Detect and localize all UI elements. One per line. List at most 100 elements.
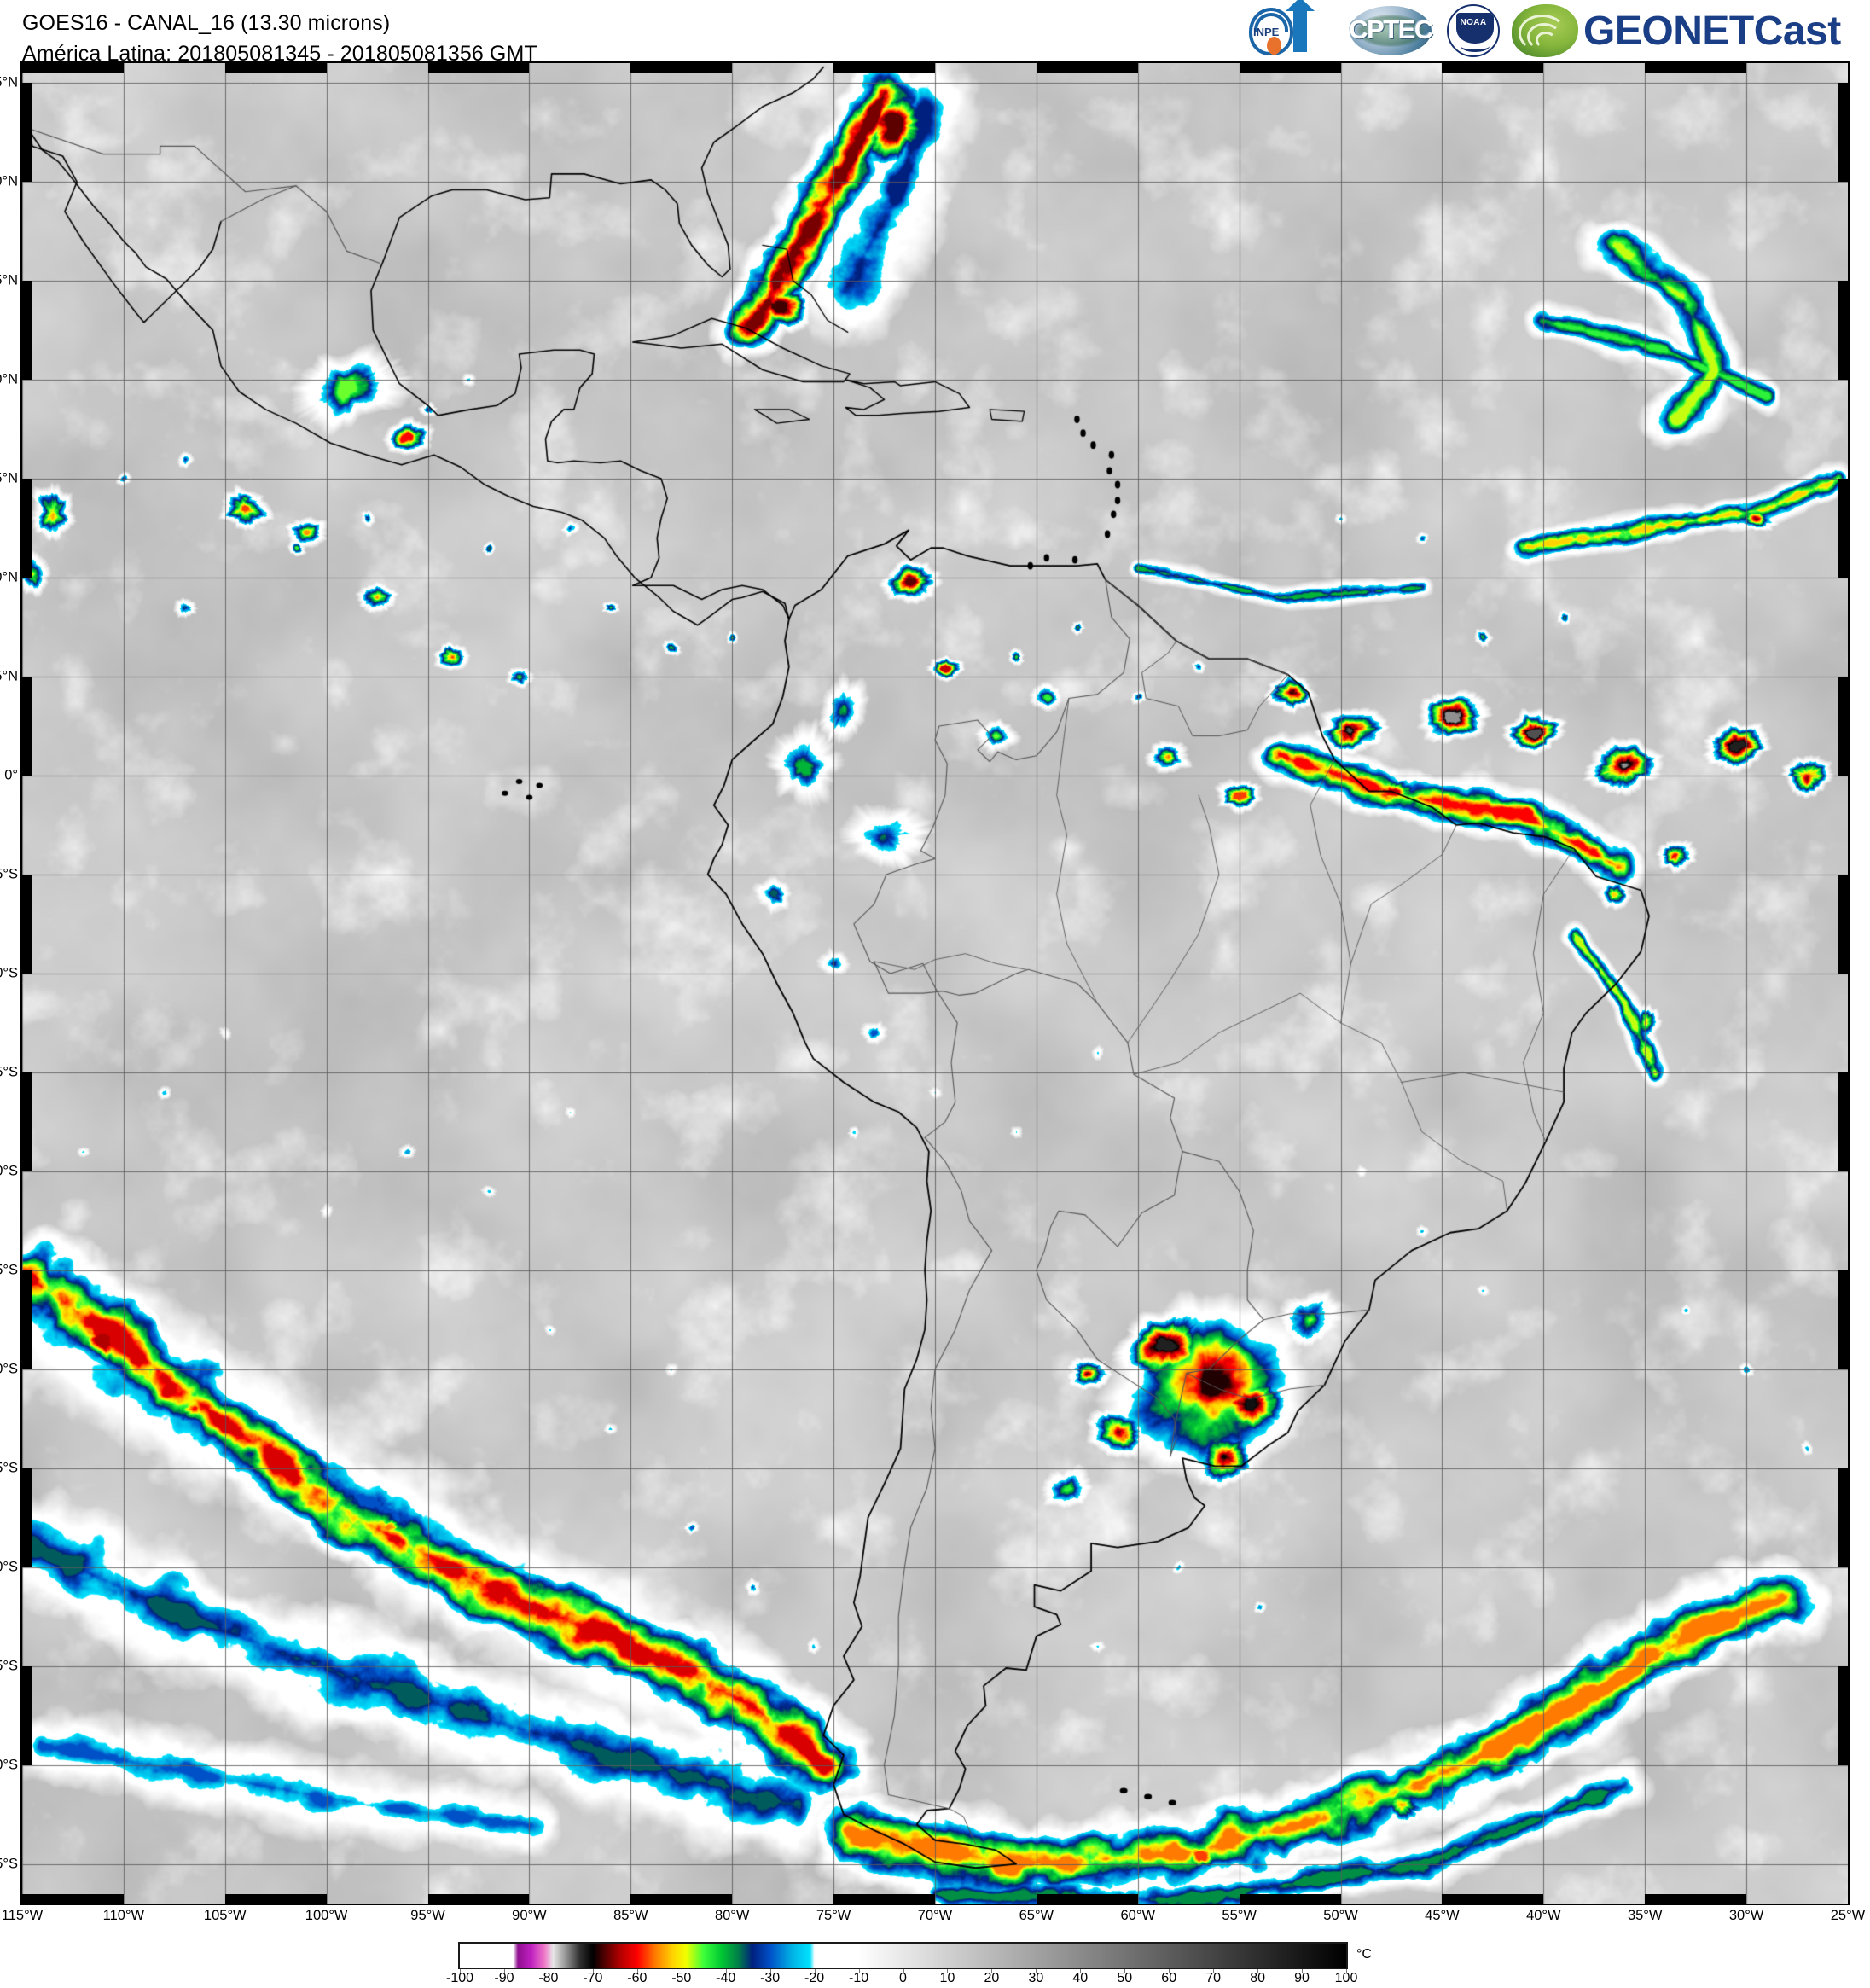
longitude-tick-label: 30°W <box>1728 1908 1764 1923</box>
colorbar-tick <box>725 1969 727 1973</box>
longitude-tick-label: 60°W <box>1120 1908 1156 1923</box>
latitude-tick-segment-left <box>22 1072 32 1171</box>
colorbar-tick-label: 60 <box>1161 1971 1177 1985</box>
longitude-axis: 115°W 110°W 105°W 100°W 95°W 90°W 85°W 80°W 75°W… <box>0 1908 1870 1932</box>
latitude-tick-label: 25°N <box>0 272 18 288</box>
longitude-tick-segment-bottom <box>630 1894 733 1904</box>
geonetcast-logo-label: GEONETCast <box>1583 8 1841 54</box>
longitude-tick-label: 110°W <box>102 1908 145 1923</box>
colorbar-tick-label: 50 <box>1117 1971 1133 1985</box>
colorbar-tick-label: 80 <box>1250 1971 1265 1985</box>
colorbar-tick-label: -10 <box>848 1971 869 1985</box>
latitude-tick-segment-left <box>22 1468 32 1567</box>
latitude-tick-segment-left <box>22 677 32 776</box>
noaa-logo: NOAA <box>1445 3 1501 59</box>
latitude-tick-segment-right <box>1838 1468 1848 1567</box>
longitude-tick-label: 85°W <box>613 1908 648 1923</box>
latitude-tick-label: 40°S <box>0 1559 18 1575</box>
longitude-tick-segment-bottom <box>833 1894 935 1904</box>
latitude-tick-label: 45°S <box>0 1658 18 1674</box>
satellite-map-plot <box>20 61 1850 1905</box>
latitude-tick-segment-right <box>1838 677 1848 776</box>
longitude-tick-segment-bottom <box>1645 1894 1747 1904</box>
colorbar-tick-label: -80 <box>538 1971 559 1985</box>
latitude-tick-label: 5°N <box>0 668 18 684</box>
colorbar-tick-label: 30 <box>1028 1971 1044 1985</box>
longitude-tick-segment-top <box>1442 63 1544 73</box>
longitude-tick-label: 95°W <box>410 1908 445 1923</box>
colorbar-tick-label: -20 <box>804 1971 825 1985</box>
colorbar-tick-label: -90 <box>494 1971 514 1985</box>
longitude-tick-segment-top <box>1036 63 1138 73</box>
longitude-tick-segment-top <box>1645 63 1747 73</box>
colorbar-tick <box>1213 1969 1215 1973</box>
colorbar-tick <box>1036 1969 1037 1973</box>
inpe-dot-icon <box>1267 37 1281 55</box>
latitude-tick-segment-left <box>22 83 32 183</box>
colorbar-tick <box>769 1969 771 1973</box>
colorbar-tick-label: 0 <box>899 1971 907 1985</box>
latitude-tick-label: 5°S <box>0 866 18 882</box>
longitude-tick-label: 40°W <box>1526 1908 1561 1923</box>
latitude-tick-segment-left <box>22 479 32 578</box>
longitude-tick-segment-bottom <box>1442 1894 1544 1904</box>
colorbar-tick-label: 40 <box>1072 1971 1089 1985</box>
latitude-tick-label: 15°S <box>0 1064 18 1080</box>
latitude-tick-label: 30°N <box>0 173 18 189</box>
longitude-tick-label: 115°W <box>1 1908 44 1923</box>
colorbar-tick <box>460 1969 461 1973</box>
colorbar-tick-label: 90 <box>1294 1971 1310 1985</box>
latitude-tick-label: 10°N <box>0 569 18 585</box>
latitude-tick-segment-left <box>22 1270 32 1369</box>
latitude-tick-segment-left <box>22 1665 32 1765</box>
logo-strip: INPE CPTEC NOAA GEONETCast <box>1244 0 1863 60</box>
longitude-tick-label: 55°W <box>1222 1908 1257 1923</box>
longitude-tick-label: 70°W <box>917 1908 953 1923</box>
colorbar-tick <box>1080 1969 1082 1973</box>
colorbar-tick <box>991 1969 993 1973</box>
colorbar-gradient <box>460 1944 1346 1968</box>
latitude-tick-segment-left <box>22 281 32 381</box>
noaa-logo-label: NOAA <box>1460 18 1487 27</box>
header: GOES16 - CANAL_16 (13.30 microns) Améric… <box>0 0 1870 66</box>
colorbar-tick <box>1169 1969 1170 1973</box>
longitude-tick-segment-top <box>22 63 124 73</box>
latitude-tick-label: 35°N <box>0 74 18 90</box>
colorbar-tick <box>947 1969 949 1973</box>
colorbar-tick <box>1346 1969 1347 1973</box>
geonetcast-leaf-icon <box>1512 4 1578 57</box>
colorbar-tick-label: -60 <box>627 1971 648 1985</box>
latitude-tick-segment-right <box>1838 479 1848 578</box>
noaa-oval-icon <box>1447 4 1500 57</box>
longitude-tick-label: 25°W <box>1830 1908 1866 1923</box>
colorbar-tick-label: -30 <box>760 1971 781 1985</box>
colorbar-tick <box>592 1969 594 1973</box>
colorbar-tick <box>503 1969 505 1973</box>
latitude-tick-segment-left <box>22 874 32 974</box>
longitude-tick-label: 100°W <box>305 1908 348 1923</box>
colorbar-tick <box>636 1969 638 1973</box>
latitude-tick-segment-right <box>1838 874 1848 974</box>
latitude-tick-label: 20°S <box>0 1163 18 1179</box>
cptec-globe-icon <box>1350 6 1432 55</box>
longitude-tick-label: 90°W <box>512 1908 547 1923</box>
colorbar-tick-label: 10 <box>939 1971 955 1985</box>
colorbar-tick-label: 100 <box>1334 1971 1358 1985</box>
inpe-logo-label: INPE <box>1253 26 1280 38</box>
colorbar-tick-label: 70 <box>1205 1971 1222 1985</box>
temperature-colorbar <box>458 1942 1348 1969</box>
latitude-tick-segment-right <box>1838 281 1848 381</box>
colorbar-unit-label: °C <box>1356 1947 1372 1962</box>
longitude-tick-segment-bottom <box>1036 1894 1138 1904</box>
longitude-tick-segment-bottom <box>427 1894 530 1904</box>
latitude-tick-label: 50°S <box>0 1757 18 1773</box>
longitude-tick-segment-top <box>427 63 530 73</box>
longitude-tick-label: 75°W <box>816 1908 851 1923</box>
latitude-tick-label: 35°S <box>0 1460 18 1476</box>
colorbar-tick <box>1302 1969 1304 1973</box>
title-block: GOES16 - CANAL_16 (13.30 microns) Améric… <box>22 9 537 69</box>
longitude-tick-label: 35°W <box>1627 1908 1663 1923</box>
inpe-swoosh-icon <box>1254 13 1288 32</box>
longitude-tick-label: 80°W <box>714 1908 750 1923</box>
colorbar-tick <box>903 1969 904 1973</box>
